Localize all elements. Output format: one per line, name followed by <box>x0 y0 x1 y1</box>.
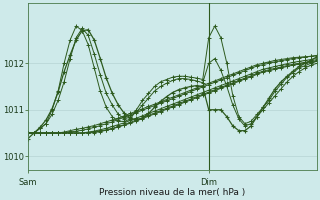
X-axis label: Pression niveau de la mer( hPa ): Pression niveau de la mer( hPa ) <box>100 188 246 197</box>
